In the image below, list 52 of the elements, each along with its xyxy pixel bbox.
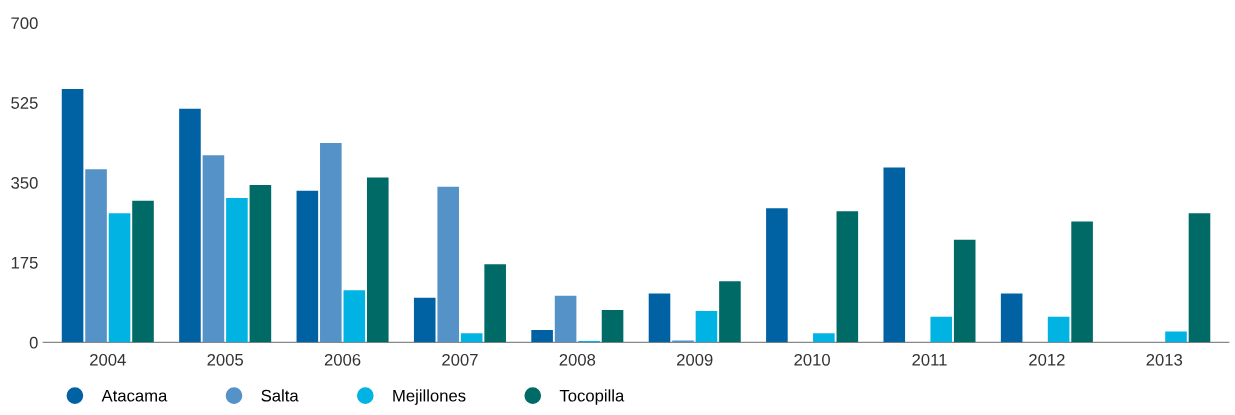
y-tick-label: 700 (11, 17, 38, 30)
bar (601, 309, 624, 343)
bar (531, 330, 553, 343)
x-tick-label: 2006 (324, 353, 361, 366)
bar (1188, 213, 1211, 343)
bar (1165, 331, 1187, 343)
y-tick-label: 525 (11, 97, 38, 109)
bar (226, 198, 248, 343)
bar (695, 310, 718, 343)
bar (437, 186, 460, 343)
bar (953, 239, 976, 343)
bar (61, 89, 84, 343)
bar (343, 290, 366, 343)
y-tick-label: 350 (11, 177, 38, 189)
x-tick-label: 2013 (1146, 353, 1183, 366)
bar (1071, 221, 1093, 343)
bar (554, 295, 577, 343)
bar (108, 213, 131, 343)
bar (132, 200, 154, 343)
legend-label: Atacama (101, 389, 168, 402)
bar (320, 142, 342, 343)
bar (1000, 293, 1023, 343)
bar (85, 169, 107, 343)
bar (249, 184, 272, 343)
x-tick-label: 2007 (442, 353, 478, 366)
bar (460, 333, 483, 343)
bar (179, 108, 201, 343)
x-tick-label: 2004 (90, 353, 126, 366)
bar (883, 167, 906, 343)
x-tick-label: 2008 (559, 353, 596, 366)
bar (813, 333, 835, 343)
bar (930, 316, 953, 343)
bar (648, 293, 671, 343)
x-tick-label: 2009 (677, 353, 713, 366)
legend-label: Mejillones (393, 389, 466, 405)
x-tick-label: 2012 (1029, 353, 1065, 366)
bar (484, 264, 506, 343)
x-tick-label: 2010 (794, 353, 830, 366)
legend-label: Tocopilla (559, 389, 625, 405)
bar (766, 208, 788, 343)
x-tick-label: 2005 (207, 353, 244, 366)
bar (719, 281, 741, 343)
bar (413, 297, 436, 343)
bar (296, 190, 319, 343)
bar (366, 177, 389, 343)
y-tick-label: 0 (29, 336, 38, 349)
legend-label: Salta (261, 389, 299, 402)
y-tick-label: 175 (11, 257, 38, 269)
x-tick-label: 2011 (912, 353, 947, 366)
bar (1047, 316, 1070, 343)
bar (836, 211, 859, 343)
bar (202, 155, 225, 343)
